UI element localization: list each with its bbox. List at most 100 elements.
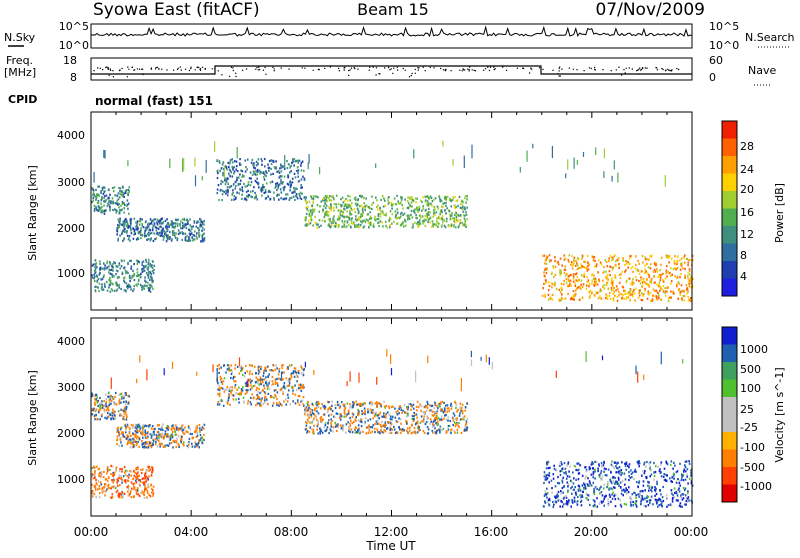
echo-cell <box>600 297 602 299</box>
echo-cell <box>124 466 126 468</box>
echo-cell <box>301 162 303 164</box>
echo-cell <box>592 280 594 282</box>
echo-cell <box>201 230 203 232</box>
echo-cell <box>108 477 110 479</box>
echo-cell <box>291 197 293 199</box>
echo-cell <box>591 274 593 276</box>
nave-point <box>200 68 201 69</box>
echo-cell <box>122 240 124 242</box>
echo-cell <box>108 265 110 267</box>
echo-cell <box>361 222 363 224</box>
nave-point <box>411 75 412 76</box>
echo-cell <box>395 216 397 218</box>
echo-cell <box>134 230 136 232</box>
echo-cell <box>238 177 240 179</box>
echo-cell <box>638 280 640 282</box>
echo-cell <box>328 218 330 220</box>
echo-cell <box>138 479 140 481</box>
echo-cell <box>422 215 424 217</box>
echo-cell <box>125 425 127 427</box>
echo-cell <box>185 224 187 226</box>
echo-cell <box>289 403 291 405</box>
echo-cell <box>144 487 146 489</box>
echo-cell <box>351 220 353 222</box>
echo-cell <box>327 422 329 424</box>
echo-cell <box>426 421 428 423</box>
echo-cell <box>310 426 312 428</box>
echo-cell <box>222 163 224 165</box>
echo-cell <box>201 235 203 237</box>
echo-cell <box>314 409 316 411</box>
echo-cell <box>265 198 267 200</box>
echo-cell <box>391 223 393 225</box>
echo-cell <box>466 198 468 200</box>
echo-cell <box>137 223 139 225</box>
echo-cell <box>305 197 307 199</box>
echo-cell <box>276 184 278 186</box>
echo-cell <box>126 438 128 440</box>
echo-cell <box>97 186 99 188</box>
echo-cell <box>554 282 556 284</box>
echo-cell <box>104 417 106 419</box>
echo-cell <box>608 504 610 506</box>
echo-cell <box>308 220 310 222</box>
echo-cell <box>198 442 200 444</box>
echo-cell <box>684 262 686 264</box>
echo-cell <box>115 392 117 394</box>
echo-cell <box>684 254 686 256</box>
echo-cell <box>260 379 262 381</box>
echo-cell <box>95 289 97 291</box>
echo-streak <box>183 158 184 170</box>
echo-cell <box>342 215 344 217</box>
echo-cell <box>353 421 355 423</box>
echo-cell <box>238 387 240 389</box>
echo-cell <box>261 189 263 191</box>
echo-cell <box>640 279 642 281</box>
echo-cell <box>619 282 621 284</box>
echo-cell <box>288 176 290 178</box>
echo-cell <box>108 286 110 288</box>
echo-cell <box>617 288 619 290</box>
echo-cell <box>575 290 577 292</box>
echo-cell <box>560 270 562 272</box>
echo-cell <box>126 416 128 418</box>
echo-cell <box>298 372 300 374</box>
echo-streak <box>527 151 528 162</box>
echo-cell <box>625 290 627 292</box>
nave-point <box>640 70 641 71</box>
echo-cell <box>402 410 404 412</box>
echo-cell <box>130 268 132 270</box>
echo-cell <box>674 267 676 269</box>
echo-cell <box>383 401 385 403</box>
echo-cell <box>681 258 683 260</box>
echo-cell <box>639 294 641 296</box>
echo-cell <box>94 474 96 476</box>
echo-cell <box>152 467 154 469</box>
echo-cell <box>269 369 271 371</box>
echo-cell <box>172 234 174 236</box>
echo-cell <box>107 261 109 263</box>
echo-cell <box>115 265 117 267</box>
echo-cell <box>92 413 94 415</box>
echo-cell <box>427 403 429 405</box>
echo-cell <box>126 434 128 436</box>
echo-cell <box>115 273 117 275</box>
echo-cell <box>238 183 240 185</box>
echo-cell <box>286 377 288 379</box>
nave-point <box>560 75 561 76</box>
echo-cell <box>172 427 174 429</box>
echo-cell <box>598 297 600 299</box>
echo-cell <box>119 190 121 192</box>
echo-cell <box>252 393 254 395</box>
echo-cell <box>414 427 416 429</box>
echo-cell <box>133 477 135 479</box>
echo-cell <box>256 389 258 391</box>
echo-cell <box>303 170 305 172</box>
echo-cell <box>574 294 576 296</box>
echo-cell <box>109 269 111 271</box>
echo-cell <box>599 295 601 297</box>
echo-cell <box>375 197 377 199</box>
echo-cell <box>121 470 123 472</box>
echo-cell <box>293 372 295 374</box>
echo-cell <box>272 380 274 382</box>
